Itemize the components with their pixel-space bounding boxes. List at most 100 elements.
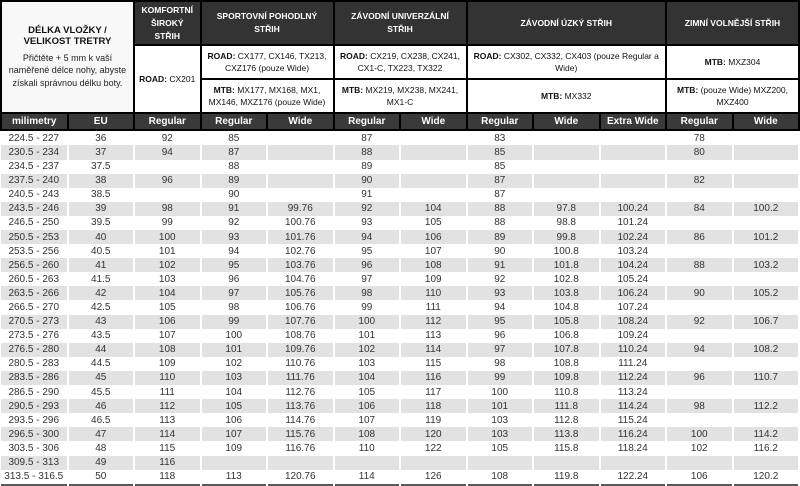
table-row: 273.5 - 276 43.5 107 100 108.76 101 113 96 106.8… — [1, 328, 800, 343]
cell-size-value: 99 — [200, 314, 268, 329]
cell-eu-size: 42.5 — [67, 300, 135, 315]
table-row: 296.5 - 300 47 114 107 115.76 108 120 103 113.8 1… — [1, 427, 800, 442]
cell-eu-size: 40.5 — [67, 244, 135, 259]
cell-size-value: 107 — [134, 328, 202, 343]
cell-size-value: 104 — [333, 370, 401, 386]
cell-size-value: 105 — [466, 441, 534, 456]
cell-size-value: 98 — [200, 300, 268, 315]
cell-size-value: 111 — [134, 385, 202, 400]
cell-insole-length: 293.5 - 296 — [1, 413, 69, 428]
cell-size-value: 102.8 — [533, 272, 601, 287]
cell-size-value: 94 — [134, 145, 202, 160]
cell-size-value: 109 — [200, 441, 268, 456]
cell-size-value: 103.8 — [533, 286, 601, 301]
cell-size-value: 102 — [666, 441, 734, 456]
cell-size-value: 101 — [134, 244, 202, 259]
cell-insole-length: 230.5 - 234 — [1, 145, 69, 160]
cell-size-value: 101.76 — [267, 230, 335, 245]
cell-size-value: 108.2 — [732, 342, 800, 357]
cell-size-value: 98 — [134, 201, 202, 216]
models-row-road: ROAD: CX201 ROAD: CX177, CX146, TX213, C… — [1, 44, 800, 115]
cell-size-value: 97 — [200, 286, 268, 301]
cell-size-value: 92 — [333, 201, 401, 216]
models-komfortni-road: ROAD: CX201 — [133, 44, 202, 115]
col-header-eu: EU — [66, 112, 135, 132]
cell-size-value — [732, 244, 800, 259]
cell-size-value: 117 — [400, 385, 468, 400]
cell-size-value: 111.24 — [599, 356, 667, 371]
cell-eu-size: 46 — [67, 399, 135, 414]
cell-eu-size: 47 — [67, 427, 135, 442]
cell-size-value: 106.8 — [533, 328, 601, 343]
cell-size-value: 88 — [333, 145, 401, 160]
cell-size-value — [599, 173, 667, 188]
cell-size-value — [666, 159, 734, 174]
model-codes: CX201 — [167, 73, 196, 84]
table-row: 266.5 - 270 42.5 105 98 106.76 99 111 94 104.8 10… — [1, 300, 800, 315]
cell-size-value: 112.8 — [533, 413, 601, 428]
cell-size-value: 86 — [666, 230, 734, 245]
cell-size-value: 103 — [466, 427, 534, 442]
models-zavodni-univerzalni-road: ROAD: CX219, CX238, CX241, CX1-C, TX223,… — [332, 44, 468, 81]
cell-size-value — [666, 244, 734, 259]
cell-size-value: 103.2 — [732, 258, 800, 273]
cell-size-value: 110 — [134, 370, 202, 386]
cell-size-value: 114.76 — [267, 413, 335, 428]
cell-size-value: 107 — [400, 244, 468, 259]
table-row: 246.5 - 250 39.5 99 92 100.76 93 105 88 98.8 101.… — [1, 215, 800, 230]
cell-size-value: 106.76 — [267, 300, 335, 315]
cell-size-value: 94 — [333, 230, 401, 245]
cell-size-value: 99 — [466, 370, 534, 386]
cell-size-value — [400, 145, 468, 160]
model-codes: MX177, MX168, MX1, MX146, MXZ176 (pouze … — [208, 84, 326, 108]
cell-size-value: 105 — [200, 399, 268, 414]
table-row: 224.5 - 227 36 92 85 87 83 78 — [1, 130, 800, 146]
cell-size-value: 100 — [333, 314, 401, 329]
col-header-univerzalni-wide: Wide — [399, 112, 468, 132]
table-row: 237.5 - 240 38 96 89 90 87 82 — [1, 173, 800, 188]
intro-title: DÉLKA VLOŽKY / VELIKOST TRETRY — [23, 24, 112, 47]
cell-size-value: 105 — [134, 300, 202, 315]
table-row: 230.5 - 234 37 94 87 88 85 80 — [1, 145, 800, 160]
cell-size-value: 100 — [666, 427, 734, 442]
col-header-uzky-regular: Regular — [465, 112, 534, 132]
cell-size-value: 108 — [400, 258, 468, 273]
col-header-sportovni-regular: Regular — [199, 112, 268, 132]
cell-size-value: 100 — [134, 230, 202, 245]
cell-size-value: 104 — [200, 385, 268, 400]
cell-size-value — [533, 187, 601, 202]
cell-size-value: 92 — [466, 272, 534, 287]
cell-eu-size: 41.5 — [67, 272, 135, 287]
cell-size-value: 108 — [466, 469, 534, 485]
table-row: 256.5 - 260 41 102 95 103.76 96 108 91 101.8 104.… — [1, 258, 800, 273]
road-label: ROAD: — [139, 73, 167, 84]
table-row: 303.5 - 306 48 115 109 116.76 110 122 105 115.8 1… — [1, 441, 800, 456]
cell-size-value: 103 — [200, 370, 268, 386]
cell-size-value: 122.24 — [599, 469, 667, 485]
cell-size-value: 104.76 — [267, 272, 335, 287]
cell-size-value: 91 — [466, 258, 534, 273]
cell-insole-length: 240.5 - 243 — [1, 187, 69, 202]
cell-size-value: 105 — [333, 385, 401, 400]
cell-size-value: 110 — [400, 286, 468, 301]
cell-size-value: 85 — [466, 159, 534, 174]
cell-size-value: 89 — [200, 173, 268, 188]
cell-size-value — [666, 187, 734, 202]
cell-eu-size: 49 — [67, 455, 135, 470]
cell-insole-length: 303.5 - 306 — [1, 441, 69, 456]
road-label: ROAD: — [473, 50, 502, 61]
cell-size-value: 102.24 — [599, 230, 667, 245]
cell-insole-length: 253.5 - 256 — [1, 244, 69, 259]
cell-size-value: 100.8 — [533, 244, 601, 259]
cell-size-value: 101.2 — [732, 230, 800, 245]
group-title-sportovni-pohodlny: SPORTOVNÍ POHODLNÝ STŘIH — [199, 0, 335, 47]
cell-size-value: 92 — [200, 215, 268, 230]
cell-size-value — [732, 455, 800, 470]
cell-size-value — [732, 130, 800, 146]
cell-size-value — [599, 145, 667, 160]
cell-size-value: 91 — [333, 187, 401, 202]
cell-size-value — [533, 455, 601, 470]
mtb-label: MTB: — [213, 84, 235, 95]
cell-size-value: 109.76 — [267, 342, 335, 357]
model-codes: MXZ304 — [725, 56, 761, 67]
